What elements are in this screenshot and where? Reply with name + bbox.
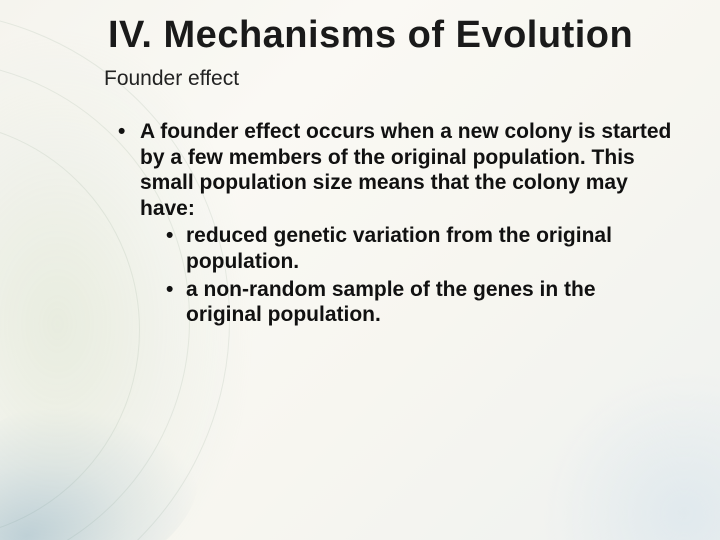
- slide-subtitle: Founder effect: [104, 67, 676, 91]
- slide-title: IV. Mechanisms of Evolution: [108, 14, 676, 57]
- sub-bullet-text: reduced genetic variation from the origi…: [186, 224, 612, 273]
- sub-bullet: a non-random sample of the genes in the …: [164, 277, 676, 328]
- slide-content: IV. Mechanisms of Evolution Founder effe…: [0, 0, 720, 540]
- bullet-list: A founder effect occurs when a new colon…: [114, 119, 676, 328]
- sub-bullet-text: a non-random sample of the genes in the …: [186, 278, 596, 327]
- bullet-main: A founder effect occurs when a new colon…: [114, 119, 676, 328]
- sub-bullet-list: reduced genetic variation from the origi…: [164, 223, 676, 327]
- bullet-main-text: A founder effect occurs when a new colon…: [140, 120, 671, 220]
- sub-bullet: reduced genetic variation from the origi…: [164, 223, 676, 274]
